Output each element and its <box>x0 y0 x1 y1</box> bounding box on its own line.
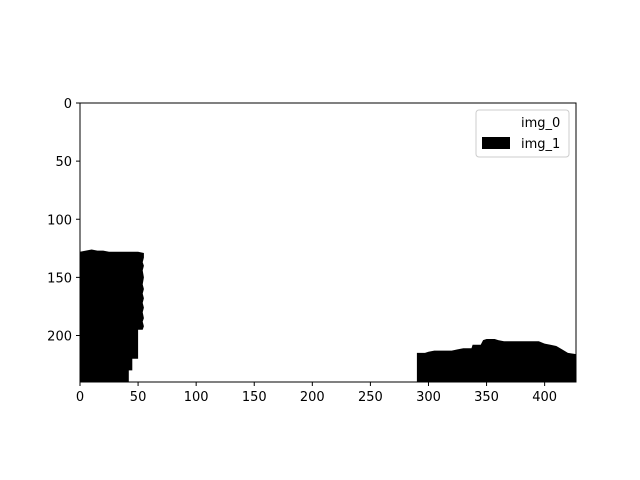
y-tick-label: 200 <box>47 330 72 345</box>
x-tick-label: 300 <box>416 390 441 405</box>
x-tick-label: 250 <box>358 390 383 405</box>
y-tick-label: 100 <box>47 213 72 228</box>
img-1-region-1 <box>416 339 576 382</box>
axes-frame <box>79 102 577 383</box>
x-tick-label: 150 <box>242 390 267 405</box>
x-axis-ticks: 0 50 100 150 200 250 300 350 400 <box>76 382 557 405</box>
x-tick-label: 350 <box>474 390 499 405</box>
x-tick-label: 50 <box>130 390 147 405</box>
legend: img_0 img_1 <box>475 109 570 158</box>
legend-label-img-1: img_1 <box>521 137 560 152</box>
legend-swatch-img-0 <box>482 116 510 128</box>
img-1-region-0 <box>80 249 144 382</box>
x-tick-label: 0 <box>76 390 84 405</box>
x-tick-label: 100 <box>184 390 209 405</box>
x-tick-label: 200 <box>300 390 325 405</box>
y-tick-label: 0 <box>64 97 72 112</box>
y-tick-label: 150 <box>47 271 72 286</box>
legend-swatch-img-1 <box>482 137 510 149</box>
legend-label-img-0: img_0 <box>521 116 560 131</box>
y-tick-label: 50 <box>55 155 72 170</box>
x-tick-label: 400 <box>532 390 557 405</box>
y-axis-ticks: 0 50 100 150 200 <box>47 97 80 345</box>
